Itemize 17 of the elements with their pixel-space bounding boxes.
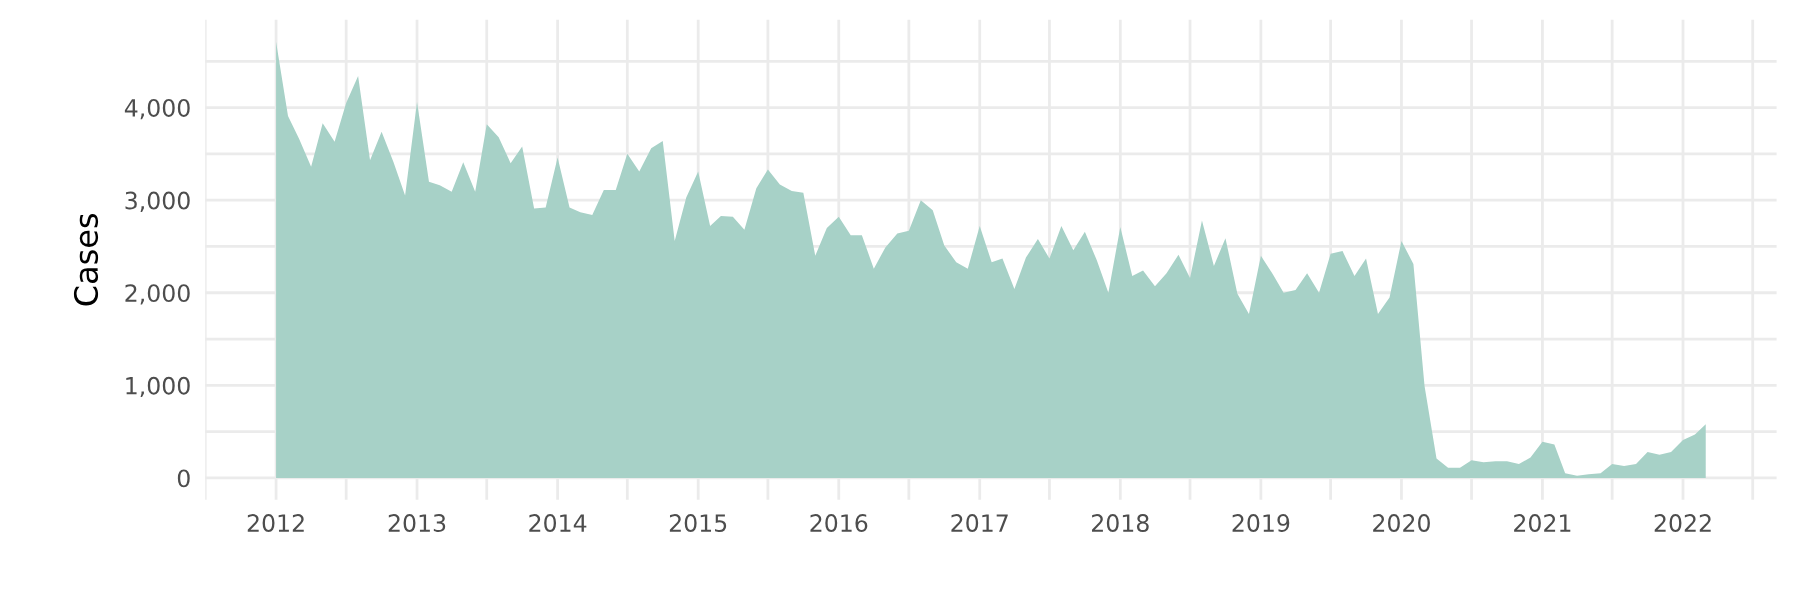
x-tick-label: 2017	[951, 514, 1008, 532]
y-axis-title: Cases	[73, 213, 99, 306]
y-tick-label: 3,000	[125, 191, 190, 212]
y-tick-label: 1,000	[126, 376, 190, 398]
x-tick-label: 2016	[810, 514, 868, 532]
x-tick-label: 2022	[1654, 514, 1711, 532]
x-tick-label: 2019	[1232, 514, 1290, 532]
x-tick-label: 2020	[1373, 514, 1430, 532]
y-tick-label: 4,000	[124, 99, 190, 120]
x-tick-label: 2012	[247, 514, 304, 532]
x-tick-label: 2014	[529, 514, 587, 532]
y-tick-label: 0	[177, 469, 190, 488]
y-tick-label: 2,000	[125, 284, 190, 305]
x-tick-label: 2021	[1514, 514, 1571, 532]
x-tick-label: 2018	[1091, 514, 1149, 532]
x-tick-label: 2015	[669, 514, 727, 532]
x-tick-label: 2013	[388, 514, 446, 532]
